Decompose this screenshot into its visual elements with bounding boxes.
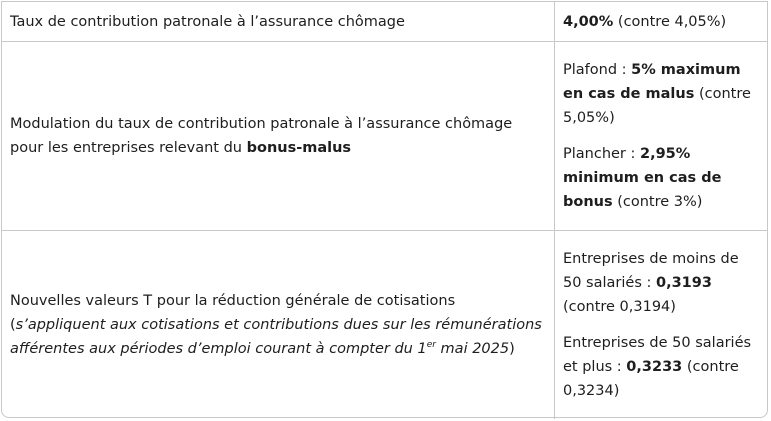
note-text: ( [10, 317, 16, 333]
value-text: (contre 0,3234) [563, 359, 739, 399]
value-bold: 5% maximum en cas de malus [563, 62, 741, 102]
row-label: Taux de contribution patronale à l’assur… [2, 2, 555, 41]
label-text: Nouvelles valeurs T pour la réduction gé… [10, 293, 456, 309]
value-bold: 4,00% [563, 13, 614, 30]
value-bold: 0,3233 [626, 359, 683, 375]
table-row: Modulation du taux de contribution patro… [2, 42, 767, 231]
value-text: Entreprises de 50 salariés et plus : [563, 335, 752, 375]
value-text: Entreprises de moins de 50 salariés : [563, 251, 739, 291]
value-text: (contre 0,3194) [563, 299, 676, 315]
value-text: (contre 3%) [612, 194, 703, 210]
note-italic: s’appliquent aux cotisations et contribu… [10, 317, 542, 357]
value-bold: 0,3193 [655, 275, 712, 291]
row-value: Entreprises de moins de 50 salariés : 0,… [555, 231, 767, 419]
row-value: Plafond : 5% maximum en cas de malus (co… [555, 42, 767, 230]
note-italic: mai 2025 [435, 341, 510, 357]
note-sup: er [426, 340, 436, 351]
table-row: Taux de contribution patronale à l’assur… [2, 2, 767, 42]
label-text: Modulation du taux de contribution patro… [10, 116, 513, 156]
label-text: Taux de contribution patronale à l’assur… [10, 13, 405, 30]
note-text: ) [509, 341, 515, 357]
row-value: 4,00% (contre 4,05%) [555, 2, 767, 41]
table-row: Nouvelles valeurs T pour la réduction gé… [2, 231, 767, 419]
value-text: (contre 5,05%) [563, 86, 751, 126]
value-text: (contre 4,05%) [613, 13, 727, 30]
label-bold: bonus-malus [246, 140, 352, 156]
value-text: Plafond : [563, 62, 632, 78]
value-bold: 2,95% minimum en cas de bonus [563, 146, 722, 210]
value-text: Plancher : [563, 146, 640, 162]
row-label: Modulation du taux de contribution patro… [2, 42, 555, 230]
row-label: Nouvelles valeurs T pour la réduction gé… [2, 231, 555, 419]
